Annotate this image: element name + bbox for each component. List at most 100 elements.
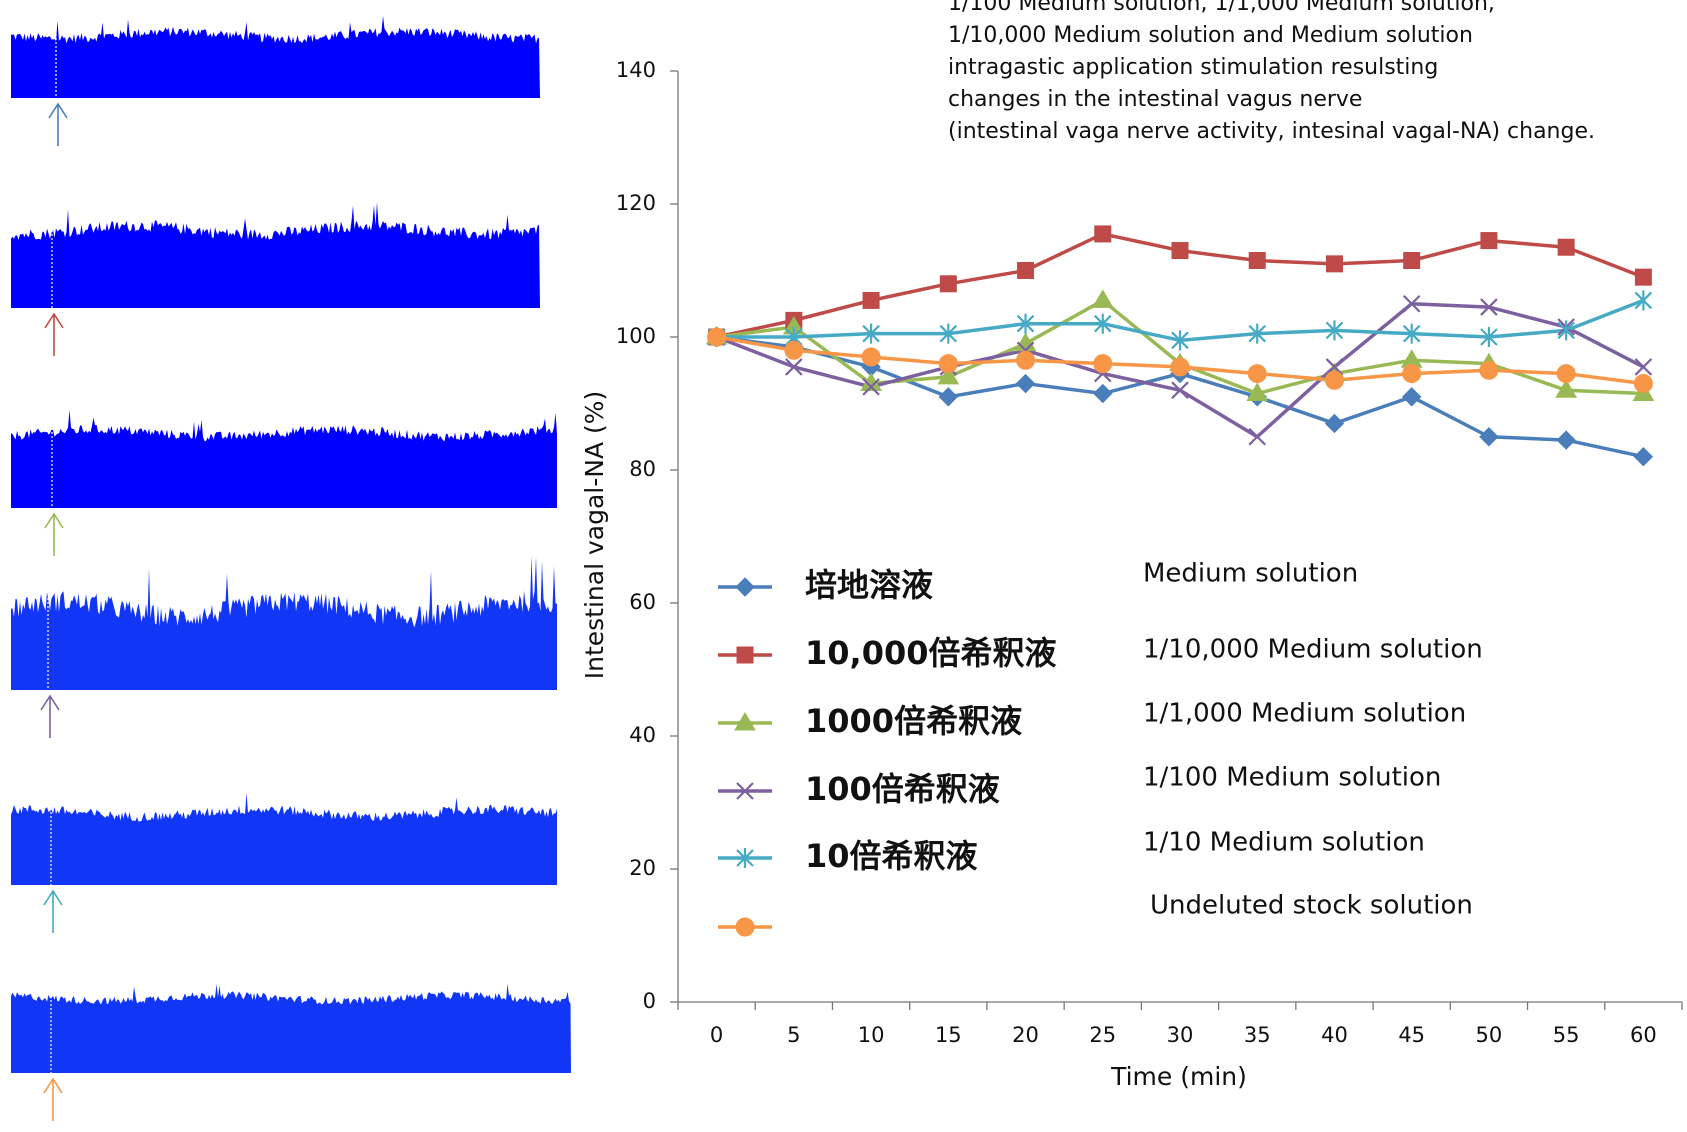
marker — [1172, 243, 1188, 259]
marker-shape — [1248, 365, 1266, 383]
marker — [1095, 226, 1111, 242]
x-tick-label: 25 — [1089, 1023, 1116, 1047]
marker — [1557, 365, 1575, 383]
marker-shape — [1094, 385, 1112, 403]
marker — [863, 292, 879, 308]
trace — [11, 16, 540, 98]
marker — [940, 276, 956, 292]
marker — [1634, 375, 1652, 393]
marker-shape — [1325, 371, 1343, 389]
legend-label-en: 1/10,000 Medium solution — [1143, 635, 1483, 665]
marker — [1635, 269, 1651, 285]
x-tick-label: 15 — [935, 1023, 962, 1047]
marker-shape — [939, 388, 957, 406]
marker-shape — [1094, 355, 1112, 373]
marker-shape — [1557, 365, 1575, 383]
marker — [1248, 365, 1266, 383]
stimulus-arrow — [45, 314, 63, 356]
marker-shape — [1171, 358, 1189, 376]
marker-shape — [785, 341, 803, 359]
marker-shape — [1325, 414, 1343, 432]
x-tick-label: 20 — [1012, 1023, 1039, 1047]
legend-label: 100倍希釈液 — [805, 770, 1000, 808]
legend-label-en: Undeluted stock solution — [1150, 891, 1473, 921]
marker — [1404, 253, 1420, 269]
x-tick-label: 60 — [1630, 1023, 1657, 1047]
marker — [1017, 375, 1035, 393]
annotation-line: 1/10,000 Medium solution and Medium solu… — [948, 23, 1473, 48]
marker-shape — [1557, 431, 1575, 449]
marker-shape — [1249, 429, 1265, 445]
marker — [1093, 290, 1113, 307]
marker — [1635, 290, 1651, 310]
annotation-line: 1/100 Medium solution, 1/1,000 Medium so… — [948, 0, 1495, 16]
x-tick-label: 55 — [1553, 1023, 1580, 1047]
marker-shape — [939, 355, 957, 373]
marker — [1018, 263, 1034, 279]
y-tick-label: 40 — [629, 723, 656, 747]
marker — [1326, 256, 1342, 272]
marker-shape — [1403, 388, 1421, 406]
stimulus-arrow — [44, 891, 62, 933]
marker — [939, 388, 957, 406]
marker-shape — [1558, 239, 1574, 255]
marker-shape — [1326, 256, 1342, 272]
marker — [1171, 358, 1189, 376]
marker — [1249, 429, 1265, 445]
marker-shape — [863, 292, 879, 308]
y-tick-label: 100 — [616, 324, 656, 348]
marker-shape — [1634, 375, 1652, 393]
marker — [1558, 239, 1574, 255]
trace — [11, 984, 571, 1074]
marker — [1480, 428, 1498, 446]
y-tick-label: 0 — [643, 989, 656, 1013]
y-tick-label: 60 — [629, 590, 656, 614]
x-tick-label: 30 — [1167, 1023, 1194, 1047]
marker-shape — [1095, 226, 1111, 242]
marker-shape — [1404, 253, 1420, 269]
x-tick-label: 35 — [1244, 1023, 1271, 1047]
marker-shape — [862, 348, 880, 366]
marker-shape — [1480, 428, 1498, 446]
marker-shape — [1172, 243, 1188, 259]
trace — [11, 556, 557, 690]
marker-shape — [1634, 448, 1652, 466]
marker — [785, 341, 803, 359]
legend-label-en: 1/100 Medium solution — [1143, 763, 1441, 793]
marker-shape — [1017, 375, 1035, 393]
marker-shape — [1093, 290, 1113, 307]
stimulus-arrow — [45, 514, 63, 556]
marker-shape — [1017, 351, 1035, 369]
x-tick-label: 10 — [858, 1023, 885, 1047]
legend-label: 1000倍希釈液 — [805, 702, 1022, 740]
y-tick-label: 140 — [616, 58, 656, 82]
marker-shape — [1480, 361, 1498, 379]
legend-label: 10,000倍希釈液 — [805, 634, 1057, 672]
marker-shape — [1249, 253, 1265, 269]
marker — [1094, 355, 1112, 373]
marker — [1403, 388, 1421, 406]
marker — [1403, 365, 1421, 383]
annotation-line: (intestinal vaga nerve activity, intesin… — [948, 119, 1595, 144]
marker-shape — [736, 918, 754, 936]
marker-shape — [940, 276, 956, 292]
marker — [1249, 253, 1265, 269]
marker-shape — [736, 578, 754, 596]
marker-shape — [1635, 290, 1651, 310]
marker — [1480, 361, 1498, 379]
y-tick-label: 20 — [629, 856, 656, 880]
legend-label: 培地溶液 — [805, 566, 933, 604]
marker — [1094, 385, 1112, 403]
marker-shape — [737, 647, 753, 663]
figure: Time (min) Intestinal vagal-NA (%) 1/100… — [0, 0, 1687, 1132]
marker-shape — [1403, 365, 1421, 383]
x-tick-label: 45 — [1398, 1023, 1425, 1047]
marker-shape — [1635, 359, 1651, 375]
nerve-traces — [11, 16, 571, 1121]
marker — [1325, 371, 1343, 389]
y-axis-title: Intestinal vagal-NA (%) — [580, 391, 609, 680]
marker — [1635, 359, 1651, 375]
marker — [737, 647, 753, 663]
stimulus-arrow — [44, 1079, 62, 1121]
legend-label: 10倍希釈液 — [805, 837, 978, 875]
